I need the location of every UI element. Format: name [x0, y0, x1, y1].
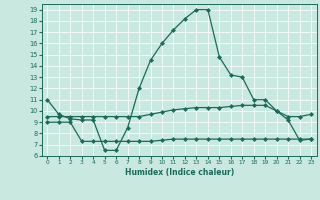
X-axis label: Humidex (Indice chaleur): Humidex (Indice chaleur)	[124, 168, 234, 177]
